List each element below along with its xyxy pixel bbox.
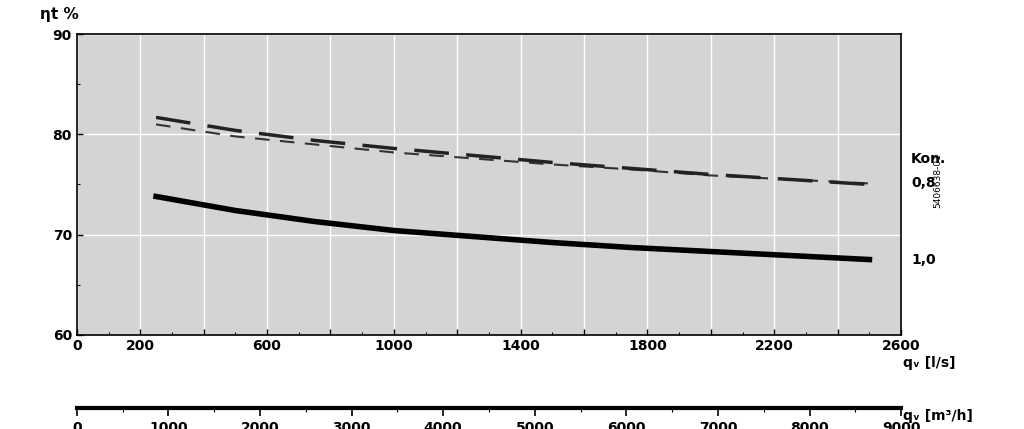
Text: 0,8: 0,8 bbox=[911, 176, 936, 190]
Text: qᵥ [m³/h]: qᵥ [m³/h] bbox=[903, 409, 973, 423]
Text: 1,0: 1,0 bbox=[911, 253, 936, 266]
Text: 5406638-01: 5406638-01 bbox=[934, 153, 942, 208]
Text: Kon.: Kon. bbox=[911, 152, 946, 166]
Text: ηt %: ηt % bbox=[40, 7, 79, 22]
Text: qᵥ [l/s]: qᵥ [l/s] bbox=[903, 356, 955, 370]
